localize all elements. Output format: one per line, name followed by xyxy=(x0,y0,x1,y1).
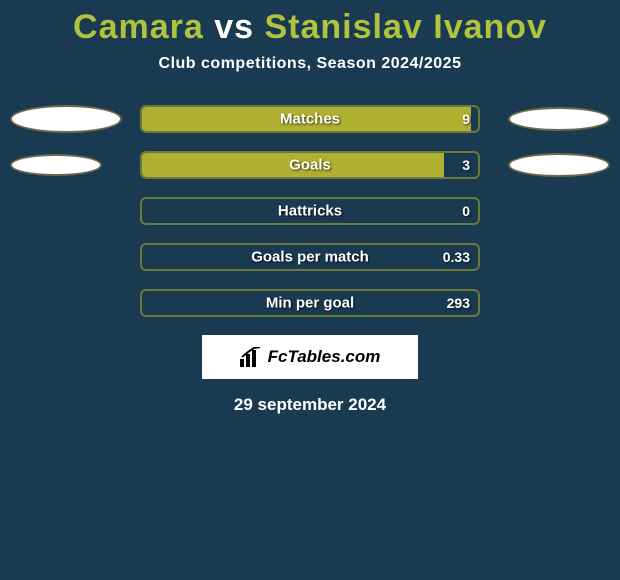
vs-separator: vs xyxy=(214,8,254,46)
stats-chart: Matches 9 Goals 3 Hattricks 0 Goals per match 0… xyxy=(0,105,620,317)
stat-value: 293 xyxy=(447,295,470,311)
stat-row: Goals 3 xyxy=(10,151,610,179)
stat-bar-track: Hattricks 0 xyxy=(140,197,480,225)
stat-value: 3 xyxy=(462,157,470,173)
stat-bar-track: Goals per match 0.33 xyxy=(140,243,480,271)
stat-row: Hattricks 0 xyxy=(10,197,610,225)
stat-bar-track: Goals 3 xyxy=(140,151,480,179)
subtitle: Club competitions, Season 2024/2025 xyxy=(0,55,620,73)
player1-marker xyxy=(10,105,122,133)
player1-marker xyxy=(10,154,102,176)
branding-badge: FcTables.com xyxy=(202,335,418,379)
stat-label: Goals per match xyxy=(251,249,369,266)
player2-marker xyxy=(508,107,610,131)
bar-chart-icon xyxy=(240,347,262,367)
player1-name: Camara xyxy=(73,8,204,46)
stat-row: Goals per match 0.33 xyxy=(10,243,610,271)
stat-label: Min per goal xyxy=(266,295,354,312)
player2-name: Stanislav Ivanov xyxy=(265,8,547,46)
date-line: 29 september 2024 xyxy=(0,395,620,415)
stat-value: 9 xyxy=(462,111,470,127)
comparison-title: Camara vs Stanislav Ivanov xyxy=(0,0,620,47)
stat-value: 0.33 xyxy=(443,249,470,265)
stat-label: Goals xyxy=(289,157,331,174)
stat-bar-track: Matches 9 xyxy=(140,105,480,133)
stat-label: Hattricks xyxy=(278,203,342,220)
stat-row: Min per goal 293 xyxy=(10,289,610,317)
player2-marker xyxy=(508,153,610,177)
stat-bar-track: Min per goal 293 xyxy=(140,289,480,317)
stat-value: 0 xyxy=(462,203,470,219)
stat-row: Matches 9 xyxy=(10,105,610,133)
stat-label: Matches xyxy=(280,111,340,128)
branding-text: FcTables.com xyxy=(268,347,381,367)
